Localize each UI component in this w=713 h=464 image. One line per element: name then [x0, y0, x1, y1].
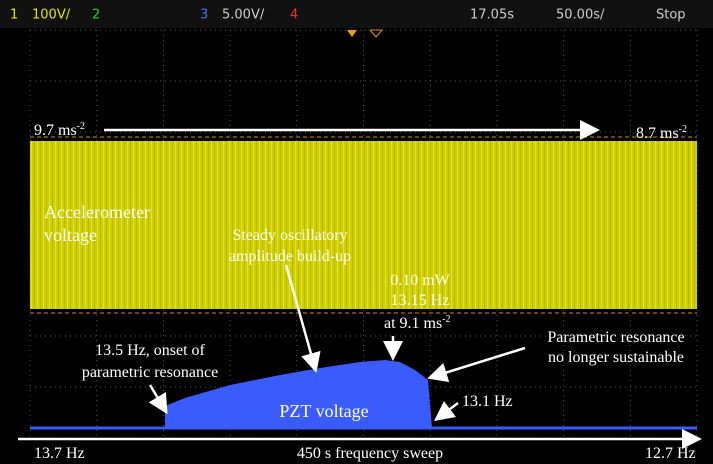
peak-label: 0.10 mW — [390, 272, 450, 289]
ch1-scale: 100V/ — [32, 8, 71, 23]
time-scale: 50.00s/ — [556, 8, 605, 23]
label: at 9.1 ms — [384, 315, 442, 332]
ch1: 1 — [10, 8, 18, 23]
peak-label: 13.15 Hz — [391, 292, 450, 309]
unsustain-label: Parametric resonance — [547, 329, 684, 346]
accel-label: voltage — [44, 225, 97, 245]
toolbar — [0, 0, 713, 28]
status: Stop — [656, 8, 686, 23]
label-sup: -2 — [77, 121, 85, 132]
label: 8.7 ms — [636, 125, 679, 142]
scope-screen: 1 100V/ 2 3 5.00V/ 4 17.05s 50.00s/ Stop… — [0, 0, 713, 464]
onset-label: 13.5 Hz, onset of — [95, 342, 205, 359]
sweep-label: 450 s frequency sweep — [297, 445, 443, 462]
label-sup: -2 — [442, 314, 450, 325]
label: 9.7 ms — [34, 122, 77, 139]
accel-label: Accelerometer — [44, 202, 150, 222]
ch2: 2 — [92, 8, 100, 23]
peak-accel: at 9.1 ms-2 — [384, 314, 451, 332]
onset-label: parametric resonance — [82, 364, 218, 381]
buildup-label: Steady oscillatory — [232, 227, 347, 244]
sweep-start: 13.7 Hz — [34, 445, 85, 462]
accelerometer-trace — [30, 141, 697, 309]
ch3-scale: 5.00V/ — [222, 8, 265, 23]
sweep-end: 12.7 Hz — [645, 445, 696, 462]
unsustain-label: no longer sustainable — [548, 349, 684, 366]
ch4: 4 — [290, 8, 298, 23]
label-sup: -2 — [679, 124, 687, 135]
buildup-label: amplitude build-up — [229, 248, 351, 265]
end-freq: 13.1 Hz — [462, 393, 513, 410]
time-pos: 17.05s — [470, 8, 514, 23]
pzt-label: PZT voltage — [279, 401, 368, 421]
ch3: 3 — [200, 8, 208, 23]
